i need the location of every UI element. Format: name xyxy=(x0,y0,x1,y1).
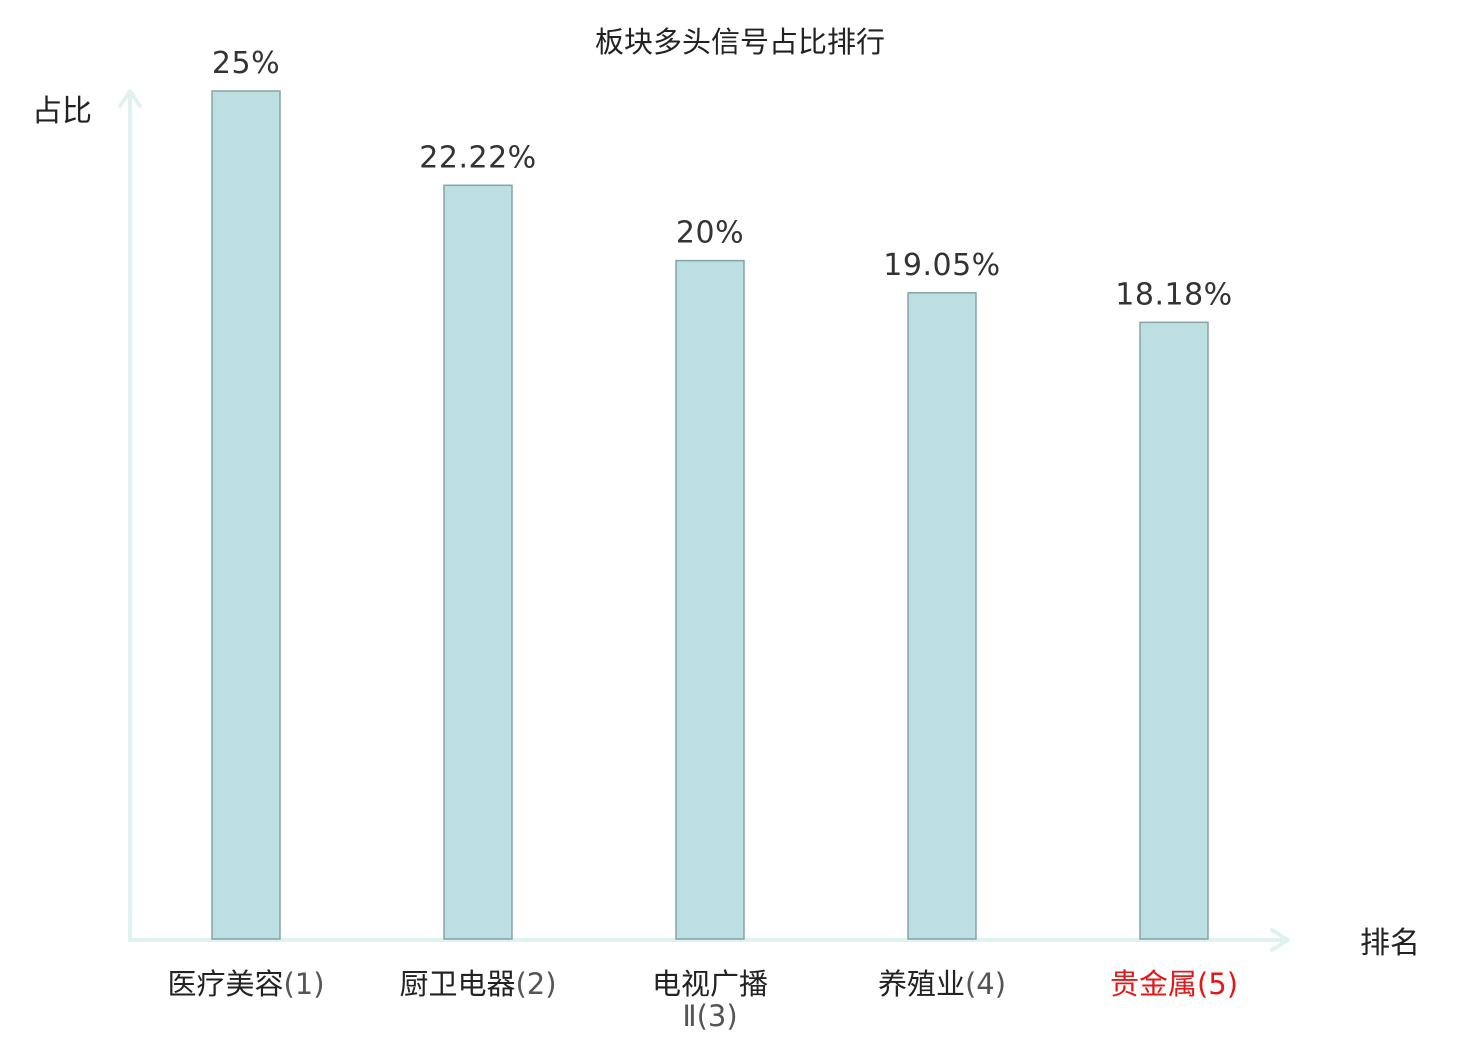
y-axis-arrowhead xyxy=(118,89,142,108)
bar xyxy=(443,184,513,940)
category-name: 贵金属 xyxy=(1110,967,1197,1001)
bar xyxy=(211,90,281,940)
category-label-text: 医疗美容(1) xyxy=(167,967,324,1001)
category-label: 养殖业(4) xyxy=(878,967,1006,1001)
category-label: 贵金属(5) xyxy=(1110,967,1238,1001)
x-axis-arrowhead xyxy=(1270,928,1290,952)
category-rank: Ⅱ(3) xyxy=(682,999,737,1033)
bar-value-label: 20% xyxy=(676,216,744,251)
bar xyxy=(907,292,977,940)
bar xyxy=(1139,321,1209,940)
x-axis-title: 排名 xyxy=(1360,926,1420,961)
category-rank: (5) xyxy=(1197,967,1238,1001)
category-label-text: 贵金属(5) xyxy=(1110,967,1238,1001)
category-label-text: 养殖业(4) xyxy=(878,967,1006,1001)
bar-value-label: 19.05% xyxy=(883,248,1000,283)
category-label: 厨卫电器(2) xyxy=(399,967,556,1001)
bars xyxy=(211,90,1209,940)
axes xyxy=(118,89,1290,952)
y-axis-title: 占比 xyxy=(32,94,92,129)
category-name: 电视广播 xyxy=(652,967,768,1001)
category-label: 医疗美容(1) xyxy=(167,967,324,1001)
category-rank: (1) xyxy=(283,967,324,1001)
category-rank: (2) xyxy=(515,967,556,1001)
chart-title: 板块多头信号占比排行 xyxy=(595,25,885,59)
category-rank: (4) xyxy=(965,967,1006,1001)
bar-value-label: 25% xyxy=(212,46,280,81)
category-label-text: 厨卫电器(2) xyxy=(399,967,556,1001)
category-name: 厨卫电器 xyxy=(399,967,515,1001)
bar-value-label: 22.22% xyxy=(419,140,536,175)
bar xyxy=(675,259,745,940)
category-name: 医疗美容 xyxy=(167,967,283,1001)
value-labels: 25% 22.22% 20% 19.05% 18.18% xyxy=(212,46,1232,312)
category-name: 养殖业 xyxy=(878,967,965,1001)
bar-value-label: 18.18% xyxy=(1115,277,1232,312)
